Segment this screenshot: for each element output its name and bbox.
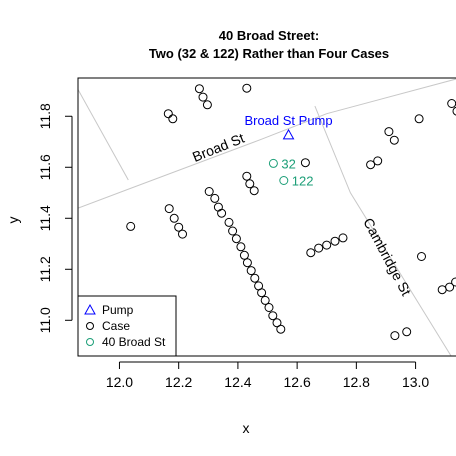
x-tick-label: 12.2: [165, 374, 192, 390]
case-point: [236, 242, 246, 252]
legend: Pump Case 40 Broad St: [77, 295, 177, 357]
case-point: [210, 193, 220, 203]
case-point: [174, 222, 184, 232]
legend-label: Pump: [102, 303, 134, 317]
legend-box: [77, 295, 177, 357]
streets-layer: [78, 78, 456, 356]
case-point: [250, 273, 260, 283]
legend-circle-symbol: [86, 322, 94, 330]
x-tick-label: 12.6: [284, 374, 311, 390]
case-point: [300, 158, 310, 168]
x-tick-label: 13.0: [402, 374, 429, 390]
case-point: [168, 114, 178, 124]
case-point: [169, 213, 179, 223]
case-point: [164, 204, 174, 214]
case-point: [268, 311, 278, 321]
legend-label: Case: [102, 319, 130, 333]
broad-street-case-point: [268, 158, 278, 168]
case-point: [445, 282, 455, 292]
case-point: [414, 114, 424, 124]
case-point: [217, 208, 227, 218]
labels-layer: Broad St Cambridge St 32 122 Broad St Pump: [190, 113, 415, 298]
case-point: [194, 84, 204, 94]
case-point: [306, 248, 316, 258]
case-point: [390, 331, 400, 341]
street-label: Cambridge St: [360, 215, 414, 298]
street-label: Broad St: [190, 130, 247, 165]
broad-street-case-point: [279, 176, 289, 185]
case-point: [202, 100, 212, 110]
case-point: [452, 106, 456, 116]
case-point: [437, 285, 447, 295]
case-point: [402, 327, 412, 337]
case-point: [330, 236, 340, 246]
case-point: [245, 179, 255, 189]
case-point: [249, 186, 259, 196]
case-point: [373, 156, 383, 166]
case-point: [338, 233, 348, 243]
legend-pump-symbol: [84, 303, 96, 315]
case-point: [276, 324, 286, 334]
y-tick-label: 11.0: [37, 307, 53, 333]
case-point: [260, 295, 270, 305]
broad-street-case-label: 32: [281, 156, 295, 171]
case-point: [178, 229, 187, 239]
pump-label: Broad St Pump: [244, 113, 332, 128]
pump-marker: [282, 128, 295, 140]
case-point: [224, 217, 234, 227]
street-line: [314, 105, 452, 356]
case-point: [389, 135, 399, 145]
chart-subtitle: Two (32 & 122) Rather than Four Cases: [149, 46, 389, 61]
case-point: [213, 202, 223, 212]
street-line: [78, 78, 456, 209]
case-point: [242, 258, 252, 268]
case-point: [163, 109, 173, 119]
legend-circle-symbol: [86, 338, 94, 346]
broad-street-case-label: 122: [292, 174, 314, 189]
case-point: [126, 221, 136, 231]
case-point: [198, 92, 208, 102]
case-point: [447, 99, 456, 108]
case-point: [257, 288, 267, 298]
chart-title: 40 Broad Street:: [219, 28, 319, 43]
case-point: [242, 171, 252, 181]
case-point: [451, 277, 456, 287]
case-point: [246, 266, 256, 276]
case-point: [366, 160, 376, 170]
case-point: [239, 250, 249, 260]
case-point: [417, 252, 426, 261]
y-tick-label: 11.8: [37, 103, 53, 129]
plot-frame: [77, 77, 456, 357]
case-point: [322, 240, 332, 250]
y-axis-label: y: [5, 217, 21, 224]
x-tick-label: 12.0: [106, 374, 133, 390]
case-point: [264, 303, 274, 312]
case-point: [204, 187, 214, 196]
x-axis-label: x: [243, 420, 250, 436]
y-tick-label: 11.6: [37, 154, 53, 180]
y-axis: 11.0 11.2 11.4 11.6 11.8: [37, 103, 73, 333]
y-tick-label: 11.4: [37, 205, 53, 231]
x-tick-label: 12.4: [224, 374, 251, 390]
case-point: [228, 226, 238, 236]
x-tick-label: 12.8: [343, 374, 370, 390]
case-point: [242, 83, 252, 93]
y-tick-label: 11.2: [37, 256, 53, 282]
case-point: [231, 234, 241, 244]
points-layer: [126, 83, 456, 341]
case-point: [314, 243, 324, 253]
x-axis: 12.0 12.2 12.4 12.6 12.8 13.0: [106, 361, 429, 390]
street-line: [78, 89, 129, 181]
legend-label: 40 Broad St: [102, 335, 166, 349]
case-point: [384, 127, 394, 137]
